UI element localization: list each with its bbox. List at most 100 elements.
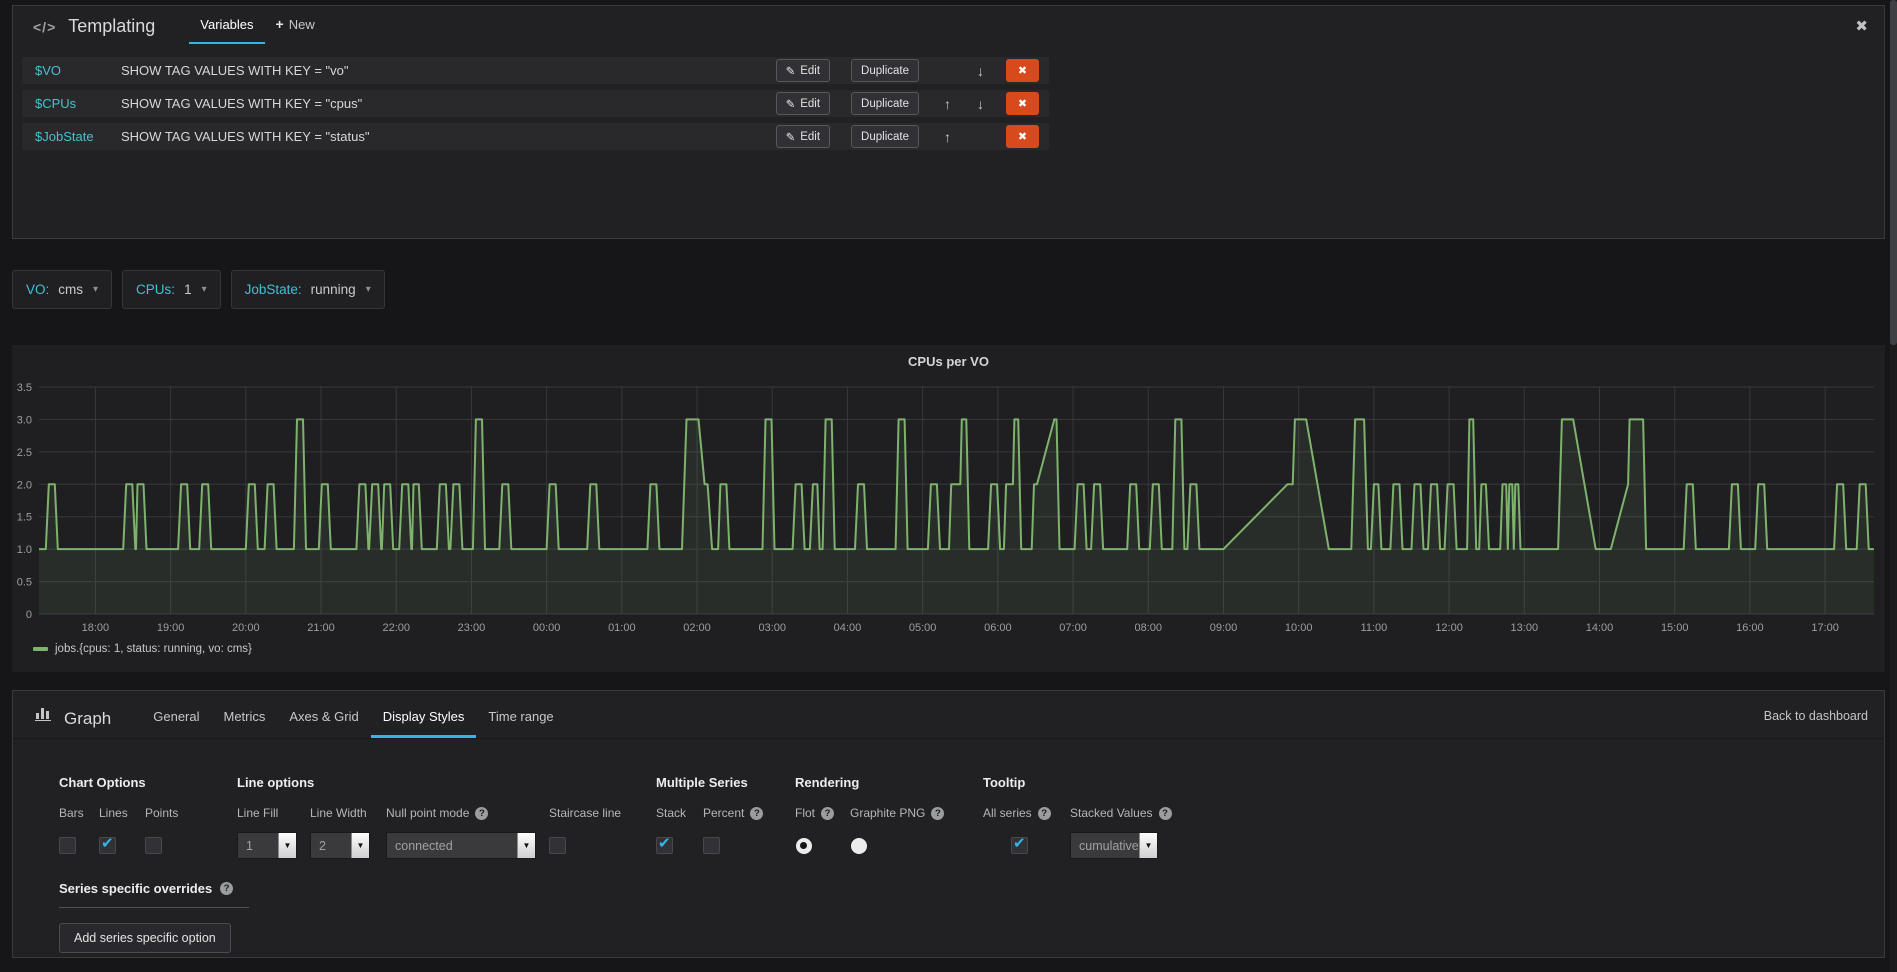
- plus-icon: +: [275, 16, 284, 32]
- templating-panel: </> Templating Variables + New ✖ $VO SHOW…: [12, 5, 1885, 239]
- variable-name-link[interactable]: $VO: [35, 63, 62, 78]
- edit-icon: ✎: [785, 65, 796, 78]
- svg-text:03:00: 03:00: [758, 622, 786, 634]
- back-to-dashboard-link[interactable]: Back to dashboard: [1763, 709, 1868, 723]
- line-fill-select[interactable]: 1 ▼: [237, 832, 297, 859]
- variable-select-label: JobState:: [244, 282, 302, 297]
- chart-options-group: Chart Options Bars Lines Points: [59, 775, 187, 859]
- tab-axes-grid[interactable]: Axes & Grid: [289, 709, 359, 724]
- delete-variable-button[interactable]: ✖: [1006, 125, 1039, 148]
- variable-name-link[interactable]: $JobState: [35, 129, 94, 144]
- scrollbar-thumb[interactable]: [1890, 0, 1897, 345]
- line-width-label: Line Width: [310, 806, 367, 820]
- divider: [59, 907, 249, 908]
- svg-text:2.0: 2.0: [17, 479, 32, 491]
- svg-text:16:00: 16:00: [1736, 622, 1764, 634]
- chevron-down-icon: ▾: [365, 284, 371, 295]
- move-down-button[interactable]: ↓: [977, 95, 984, 112]
- lines-checkbox[interactable]: [99, 834, 116, 854]
- tab-display-styles[interactable]: Display Styles: [370, 709, 477, 738]
- panel-title[interactable]: CPUs per VO: [908, 354, 989, 369]
- move-up-button[interactable]: ↑: [944, 128, 951, 145]
- variable-query: SHOW TAG VALUES WITH KEY = "status": [121, 129, 370, 144]
- select-arrow-icon: ▼: [351, 833, 369, 858]
- help-icon[interactable]: ?: [931, 806, 945, 820]
- close-icon[interactable]: ✖: [1855, 18, 1868, 35]
- points-label: Points: [145, 806, 179, 820]
- duplicate-variable-button[interactable]: Duplicate: [851, 92, 919, 115]
- svg-text:05:00: 05:00: [909, 622, 937, 634]
- variable-row: $VO SHOW TAG VALUES WITH KEY = "vo" ✎ Edi…: [22, 57, 1049, 84]
- tab-variables[interactable]: Variables: [189, 17, 265, 44]
- edit-variable-button[interactable]: ✎ Edit: [775, 59, 831, 82]
- svg-text:15:00: 15:00: [1661, 622, 1689, 634]
- duplicate-variable-button[interactable]: Duplicate: [851, 125, 919, 148]
- svg-text:13:00: 13:00: [1511, 622, 1539, 634]
- svg-text:20:00: 20:00: [232, 622, 260, 634]
- svg-text:21:00: 21:00: [307, 622, 335, 634]
- variable-select-label: VO:: [26, 282, 50, 297]
- editor-header: Graph General Metrics Axes & Grid Displa…: [13, 691, 1884, 739]
- legend-label: jobs.{cpus: 1, status: running, vo: cms}: [55, 643, 252, 655]
- tooltip-group: Tooltip All series? Stacked Values? cumu…: [983, 775, 1178, 859]
- delete-variable-button[interactable]: ✖: [1006, 92, 1039, 115]
- line-options-group: Line options Line Fill 1 ▼ Line Width 2 …: [237, 775, 629, 859]
- edit-variable-button[interactable]: ✎ Edit: [775, 92, 831, 115]
- tab-metrics[interactable]: Metrics: [223, 709, 266, 724]
- bars-checkbox[interactable]: [59, 837, 76, 854]
- svg-text:07:00: 07:00: [1059, 622, 1087, 634]
- staircase-line-checkbox[interactable]: [549, 837, 566, 854]
- variable-row: $CPUs SHOW TAG VALUES WITH KEY = "cpus" …: [22, 90, 1049, 117]
- edit-variable-button[interactable]: ✎ Edit: [775, 125, 831, 148]
- variable-select-value: running: [310, 282, 356, 297]
- null-point-mode-select[interactable]: connected ▼: [386, 832, 536, 859]
- variable-select-cpus[interactable]: CPUs: 1 ▾: [122, 270, 221, 309]
- help-icon[interactable]: ?: [220, 882, 234, 895]
- move-down-button[interactable]: ↓: [977, 62, 984, 79]
- help-icon[interactable]: ?: [475, 806, 489, 820]
- help-icon[interactable]: ?: [1158, 806, 1172, 820]
- flot-radio[interactable]: [795, 837, 813, 855]
- stack-checkbox[interactable]: [656, 834, 673, 854]
- delete-icon: ✖: [1017, 65, 1028, 77]
- svg-text:08:00: 08:00: [1135, 622, 1163, 634]
- variable-select-value: 1: [184, 282, 192, 297]
- help-icon[interactable]: ?: [821, 806, 835, 820]
- variable-name-link[interactable]: $CPUs: [35, 96, 77, 111]
- chart-legend[interactable]: jobs.{cpus: 1, status: running, vo: cms}: [12, 643, 1885, 655]
- variable-query: SHOW TAG VALUES WITH KEY = "vo": [121, 63, 349, 78]
- tab-time-range[interactable]: Time range: [488, 709, 554, 724]
- help-icon[interactable]: ?: [1037, 806, 1051, 820]
- points-checkbox[interactable]: [145, 837, 162, 854]
- delete-variable-button[interactable]: ✖: [1006, 59, 1039, 82]
- percent-label: Percent?: [703, 805, 767, 821]
- bar-chart-icon: [35, 706, 54, 726]
- variable-query: SHOW TAG VALUES WITH KEY = "cpus": [121, 96, 363, 111]
- line-fill-label: Line Fill: [237, 806, 279, 820]
- variable-select-vo[interactable]: VO: cms ▾: [12, 270, 113, 309]
- duplicate-variable-button[interactable]: Duplicate: [851, 59, 919, 82]
- svg-text:11:00: 11:00: [1361, 622, 1388, 634]
- tab-general[interactable]: General: [153, 709, 200, 724]
- svg-text:06:00: 06:00: [984, 622, 1012, 634]
- help-icon[interactable]: ?: [750, 806, 764, 820]
- svg-text:00:00: 00:00: [533, 622, 561, 634]
- graphite-png-radio[interactable]: [850, 837, 868, 855]
- svg-text:1.5: 1.5: [17, 512, 32, 524]
- tab-new[interactable]: + New: [275, 16, 315, 32]
- svg-text:09:00: 09:00: [1210, 622, 1238, 634]
- percent-checkbox[interactable]: [703, 837, 720, 854]
- add-series-override-button[interactable]: Add series specific option: [59, 923, 231, 953]
- all-series-checkbox[interactable]: [1011, 834, 1028, 854]
- variable-list: $VO SHOW TAG VALUES WITH KEY = "vo" ✎ Edi…: [22, 57, 1884, 150]
- page-scrollbar[interactable]: [1890, 0, 1897, 972]
- rendering-group: Rendering Flot? Graphite PNG?: [795, 775, 954, 859]
- multiple-series-group: Multiple Series Stack Percent?: [656, 775, 767, 859]
- variable-select-jobstate[interactable]: JobState: running ▾: [230, 270, 385, 309]
- move-up-button[interactable]: ↑: [944, 95, 951, 112]
- line-width-select[interactable]: 2 ▼: [310, 832, 370, 859]
- select-arrow-icon: ▼: [517, 833, 535, 858]
- stacked-values-select[interactable]: cumulative ▼: [1070, 832, 1158, 859]
- chevron-down-icon: ▾: [201, 284, 207, 295]
- cpus-per-vo-chart[interactable]: 18:00 19:00 20:00 21:00 22:00 23:00 00:00 01:00…: [12, 375, 1883, 643]
